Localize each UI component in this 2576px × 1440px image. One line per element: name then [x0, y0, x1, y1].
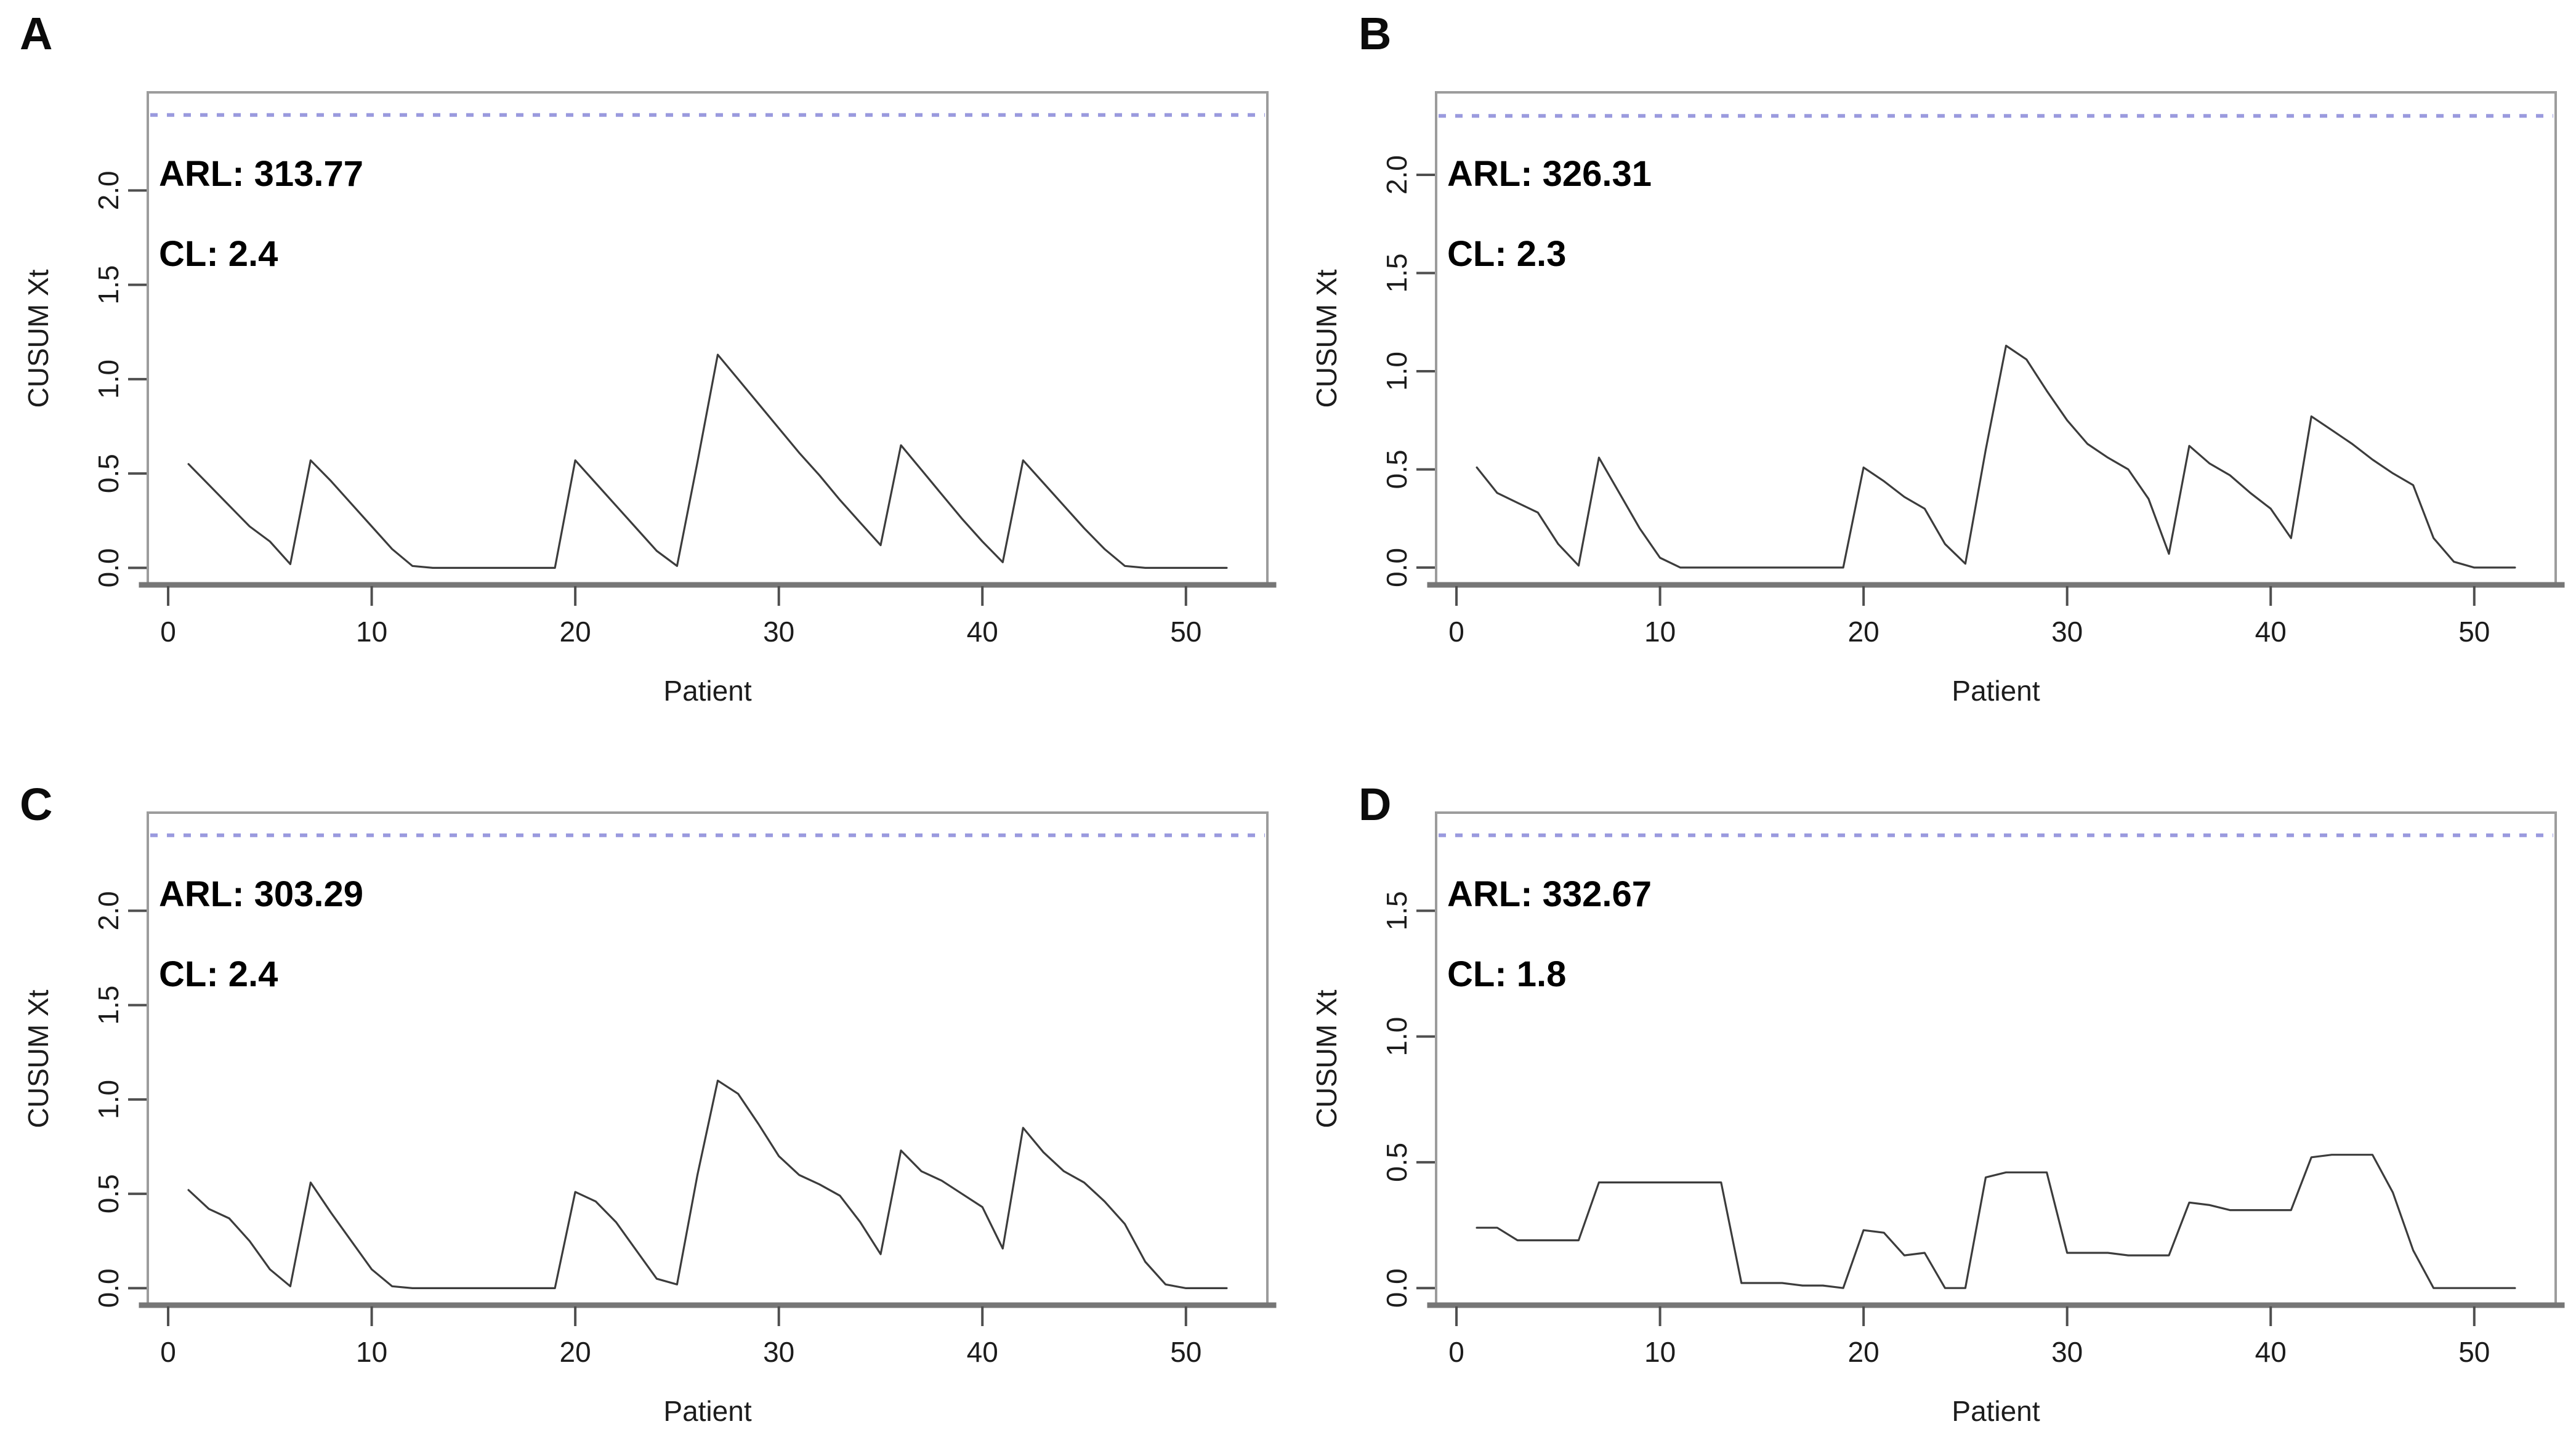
- x-tick-label: 30: [2051, 616, 2083, 648]
- x-tick-label: 10: [356, 1336, 387, 1368]
- y-tick-label: 1.0: [92, 1080, 124, 1119]
- y-axis-title: CUSUM Xt: [22, 989, 54, 1128]
- cusum-chart-a: 0 10 20 30 40 50 0.0 0.5 1.0 1.5 2.0 Patient CUSUM X…: [22, 91, 1277, 707]
- y-axis-title: CUSUM Xt: [22, 269, 54, 408]
- y-tick-label: 0.5: [92, 454, 124, 493]
- y-tick-label: 2.0: [92, 891, 124, 930]
- x-tick-label: 30: [763, 616, 794, 648]
- cusum-line: [1476, 1154, 2516, 1289]
- plot-frame: [1435, 91, 2557, 585]
- x-tick-label: 20: [560, 616, 591, 648]
- cl-annotation: CL: 2.4: [159, 954, 278, 994]
- y-tick-label: 1.0: [1381, 1017, 1413, 1056]
- x-tick-label: 10: [356, 616, 387, 648]
- x-axis-ticks: 0 10 20 30 40 50: [160, 1306, 1201, 1368]
- x-tick-label: 50: [1170, 616, 1201, 648]
- x-tick-label: 10: [1644, 1336, 1676, 1368]
- cusum-chart-b: 0 10 20 30 40 50 0.0 0.5 1.0 1.5 2.0 Patient CUSUM X…: [1310, 91, 2565, 707]
- panel-d: D 0 10 20 30 40 50 0.0 0.5 1.0 1.5 Patient CUSUM Xt…: [1288, 720, 2576, 1440]
- cl-annotation: CL: 2.3: [1447, 234, 1566, 274]
- plot-frame: [147, 811, 1269, 1305]
- x-axis-ticks: 0 10 20 30 40 50: [160, 586, 1201, 648]
- y-axis-title: CUSUM Xt: [1310, 989, 1343, 1128]
- x-tick-label: 20: [1848, 1336, 1880, 1368]
- panel-c: C 0 10 20 30 40 50 0.0 0.5 1.0 1.5 2.0 Patient CUSUM…: [0, 720, 1288, 1440]
- x-tick-label: 30: [763, 1336, 794, 1368]
- panel-b-label: B: [1359, 8, 1392, 59]
- y-tick-label: 0.0: [92, 548, 124, 587]
- x-axis-title: Patient: [663, 675, 751, 707]
- panel-b: B 0 10 20 30 40 50 0.0 0.5 1.0 1.5 2.0 Patient CUSUM…: [1288, 0, 2576, 720]
- x-axis-title: Patient: [1952, 675, 2040, 707]
- x-tick-label: 40: [967, 1336, 998, 1368]
- y-tick-label: 2.0: [1381, 155, 1413, 195]
- y-tick-label: 1.5: [1381, 891, 1413, 930]
- y-axis-ticks: 0.0 0.5 1.0 1.5 2.0: [92, 171, 147, 587]
- y-tick-label: 0.5: [92, 1174, 124, 1213]
- cusum-chart-c: 0 10 20 30 40 50 0.0 0.5 1.0 1.5 2.0 Patient CUSUM X…: [22, 811, 1277, 1427]
- panel-a: A 0 10 20 30 40 50 0.0 0.5 1.0 1.5 2.0 Patient CUSUM…: [0, 0, 1288, 720]
- cl-annotation: CL: 1.8: [1447, 954, 1566, 994]
- x-tick-label: 10: [1644, 616, 1676, 648]
- cusum-line: [1476, 344, 2516, 569]
- y-tick-label: 0.0: [1381, 1268, 1413, 1308]
- plot-frame: [1435, 811, 2557, 1305]
- panel-c-label: C: [20, 779, 53, 830]
- y-axis-title: CUSUM Xt: [1310, 269, 1343, 408]
- arl-annotation: ARL: 313.77: [159, 154, 363, 194]
- x-tick-label: 50: [2458, 1336, 2490, 1368]
- y-tick-label: 0.0: [92, 1268, 124, 1308]
- x-tick-label: 40: [2255, 1336, 2287, 1368]
- y-tick-label: 1.0: [1381, 352, 1413, 391]
- arl-annotation: ARL: 326.31: [1447, 154, 1652, 194]
- plot-frame: [147, 91, 1269, 585]
- arl-annotation: ARL: 303.29: [159, 874, 363, 914]
- x-tick-label: 20: [1848, 616, 1880, 648]
- cusum-chart-d: 0 10 20 30 40 50 0.0 0.5 1.0 1.5 Patient CUSUM Xt AR…: [1310, 811, 2565, 1427]
- y-tick-label: 0.5: [1381, 449, 1413, 489]
- cusum-line: [187, 353, 1228, 569]
- y-tick-label: 1.0: [92, 360, 124, 399]
- x-tick-label: 40: [2255, 616, 2287, 648]
- x-axis-ticks: 0 10 20 30 40 50: [1448, 586, 2490, 648]
- x-tick-label: 20: [560, 1336, 591, 1368]
- y-tick-label: 1.5: [92, 265, 124, 305]
- x-tick-label: 0: [1448, 1336, 1464, 1368]
- y-tick-label: 0.0: [1381, 548, 1413, 587]
- y-axis-ticks: 0.0 0.5 1.0 1.5: [1381, 891, 1435, 1308]
- cl-annotation: CL: 2.4: [159, 234, 278, 274]
- arl-annotation: ARL: 332.67: [1447, 874, 1652, 914]
- x-tick-label: 40: [967, 616, 998, 648]
- x-axis-title: Patient: [1952, 1395, 2040, 1427]
- y-tick-label: 1.5: [1381, 253, 1413, 292]
- panel-d-label: D: [1359, 779, 1392, 830]
- x-axis-ticks: 0 10 20 30 40 50: [1448, 1306, 2490, 1368]
- x-tick-label: 0: [160, 1336, 176, 1368]
- panel-a-label: A: [20, 8, 53, 59]
- x-tick-label: 0: [160, 616, 176, 648]
- x-axis-title: Patient: [663, 1395, 751, 1427]
- x-tick-label: 0: [1448, 616, 1464, 648]
- x-tick-label: 50: [2458, 616, 2490, 648]
- y-axis-ticks: 0.0 0.5 1.0 1.5 2.0: [1381, 155, 1435, 587]
- y-tick-label: 0.5: [1381, 1143, 1413, 1182]
- y-tick-label: 2.0: [92, 171, 124, 210]
- y-axis-ticks: 0.0 0.5 1.0 1.5 2.0: [92, 891, 147, 1308]
- cusum-line: [187, 1079, 1228, 1290]
- y-tick-label: 1.5: [92, 986, 124, 1025]
- x-tick-label: 30: [2051, 1336, 2083, 1368]
- x-tick-label: 50: [1170, 1336, 1201, 1368]
